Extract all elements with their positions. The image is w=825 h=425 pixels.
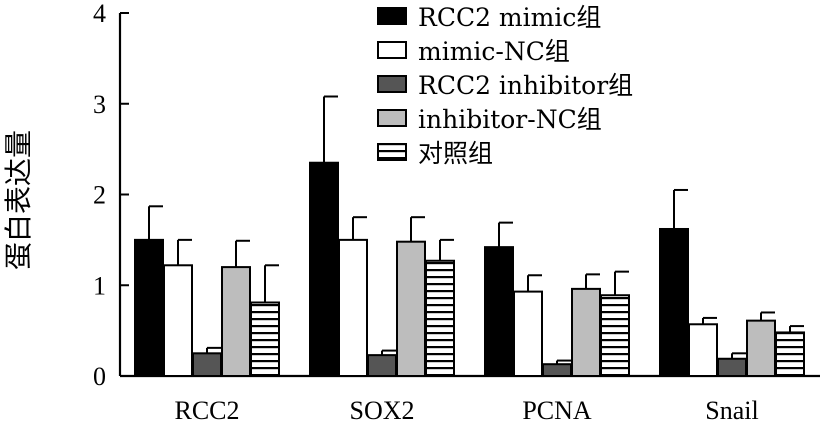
legend-entry-5: 对照组 xyxy=(418,139,493,168)
x-category-label: RCC2 xyxy=(174,396,239,425)
bar-rcc2-series-3 xyxy=(192,352,222,377)
y-tick-label: 4 xyxy=(93,0,106,28)
bar-pcna-series-2 xyxy=(513,290,543,378)
x-category-label: SOX2 xyxy=(349,396,414,425)
axes: 0 1 2 3 4 RCC2 SOX2 PCNA Snail xyxy=(93,0,820,425)
bar-rcc2-series-5 xyxy=(250,301,280,377)
legend-swatch-5 xyxy=(377,143,407,161)
legend-swatch-3 xyxy=(377,75,407,93)
bar-pcna-series-5 xyxy=(600,294,630,378)
legend-entry-3: RCC2 inhibitor组 xyxy=(418,71,633,100)
bar-snail-series-1 xyxy=(659,227,689,377)
x-category-label: Snail xyxy=(705,396,758,425)
y-tick-label: 1 xyxy=(93,271,106,300)
bar-pcna-series-4 xyxy=(571,287,601,378)
bar-sox2-series-3 xyxy=(367,354,397,378)
y-tick-label: 2 xyxy=(93,181,106,210)
bar-sox2-series-5 xyxy=(425,259,455,377)
legend-entry-1: RCC2 mimic组 xyxy=(418,3,601,32)
bar-sox2-series-4 xyxy=(396,240,426,377)
bar-pcna-series-1 xyxy=(484,246,514,377)
legend-swatch-2 xyxy=(377,41,407,59)
legend-swatch-1 xyxy=(377,7,407,25)
bar-rcc2-series-2 xyxy=(163,264,193,377)
bar-snail-series-2 xyxy=(688,323,718,377)
legend-swatch-4 xyxy=(377,109,407,127)
legend: RCC2 mimic组 mimic-NC组 RCC2 inhibitor组 inhib… xyxy=(377,3,633,168)
bar-snail-series-5 xyxy=(775,331,805,378)
error-bars xyxy=(148,95,804,365)
bar-pcna-series-3 xyxy=(542,363,572,378)
bar-sox2-series-1 xyxy=(309,161,339,377)
bar-rcc2-series-4 xyxy=(221,266,251,378)
x-category-label: PCNA xyxy=(522,396,592,425)
bar-snail-series-4 xyxy=(746,319,776,377)
y-axis-label: 蛋白表达量 xyxy=(2,130,35,270)
bar-snail-series-3 xyxy=(717,357,747,378)
bars xyxy=(134,161,805,378)
y-tick-label: 0 xyxy=(93,362,106,391)
legend-entry-4: inhibitor-NC组 xyxy=(418,105,602,134)
bar-sox2-series-2 xyxy=(338,238,368,377)
bar-rcc2-series-1 xyxy=(134,238,164,377)
legend-entry-2: mimic-NC组 xyxy=(418,37,570,66)
y-tick-label: 3 xyxy=(93,90,106,119)
